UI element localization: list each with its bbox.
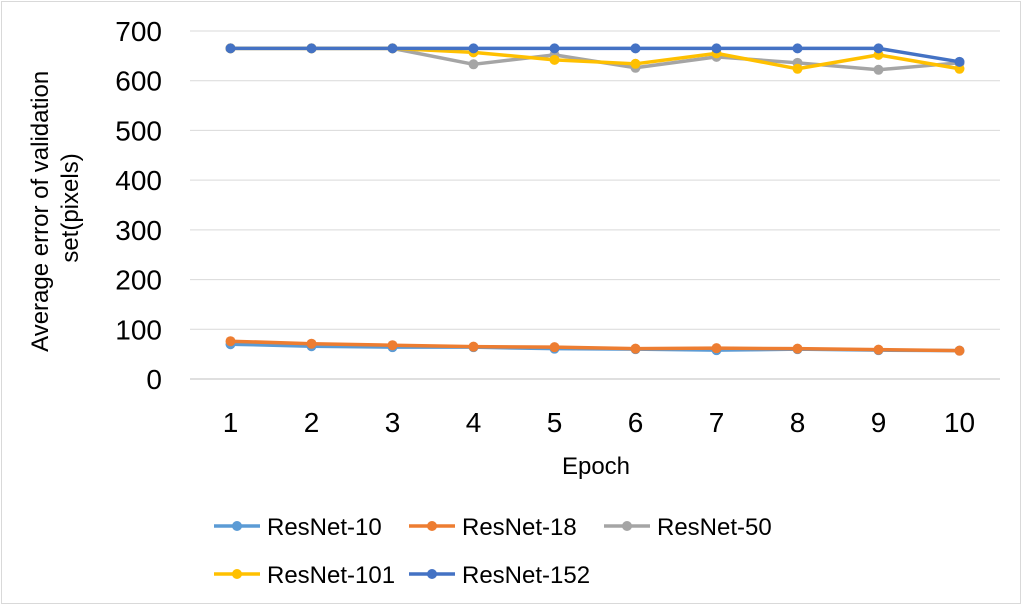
series-line-resnet-152 [230,46,960,64]
y-axis-title-line-1: Average error of validation [27,71,54,352]
series-line-resnet-18 [230,339,960,353]
y-tick-labels: 0 100 200 300 400 500 600 700 [115,16,162,395]
x-tick-label: 1 [223,407,239,438]
data-point [225,43,236,54]
y-tick-label: 700 [115,16,162,47]
data-point [873,344,884,355]
data-point [711,343,722,354]
data-point [306,338,317,349]
data-point [225,336,236,347]
data-point [387,340,398,351]
data-point [792,63,803,74]
x-axis-title: Epoch [562,453,630,480]
legend-item: ResNet-101 [214,562,395,589]
y-axis-title-line-2: set(pixels) [57,153,84,262]
legend-label: ResNet-101 [267,562,395,589]
legend-label: ResNet-18 [462,514,577,541]
x-tick-label: 6 [628,407,644,438]
y-tick-label: 500 [115,115,162,146]
legend-swatch-marker [427,569,437,579]
data-point [873,43,884,54]
data-point [711,43,722,54]
legend-label: ResNet-10 [267,514,382,541]
legend-item: ResNet-10 [214,514,382,541]
data-point [549,43,560,54]
legend-swatch-marker [232,569,242,579]
data-point [468,341,479,352]
data-point [954,56,965,67]
y-tick-label: 0 [146,364,162,395]
data-point [387,43,398,54]
data-point [468,43,479,54]
series-lines [225,43,965,356]
x-tick-label: 2 [304,407,320,438]
x-tick-label: 8 [790,407,806,438]
legend-item: ResNet-50 [604,514,772,541]
data-point [549,54,560,65]
data-point [630,43,641,54]
y-tick-label: 300 [115,215,162,246]
data-point [468,59,479,70]
data-point [792,343,803,354]
x-tick-label: 9 [871,407,887,438]
y-tick-label: 200 [115,265,162,296]
legend-swatch-marker [622,521,632,531]
series-resnet-18 [225,336,965,356]
legend-label: ResNet-152 [462,562,590,589]
data-point [954,345,965,356]
y-tick-label: 100 [115,314,162,345]
data-point [954,63,965,74]
legend-swatch-marker [427,521,437,531]
legend-swatch-marker [232,521,242,531]
series-resnet-152 [225,43,965,67]
y-tick-label: 400 [115,165,162,196]
x-tick-labels: 1 2 3 4 5 6 7 8 9 10 [223,407,975,438]
y-tick-label: 600 [115,66,162,97]
legend: ResNet-10 ResNet-18 ResNet-50 ResNet-101 Res… [214,514,772,589]
x-tick-label: 10 [944,407,975,438]
data-point [306,43,317,54]
data-point [792,43,803,54]
data-point [630,343,641,354]
legend-item: ResNet-152 [409,562,590,589]
x-tick-label: 3 [385,407,401,438]
data-point [549,342,560,353]
x-tick-label: 5 [547,407,563,438]
x-tick-label: 4 [466,407,482,438]
data-point [630,58,641,69]
legend-label: ResNet-50 [657,514,772,541]
x-tick-label: 7 [709,407,725,438]
data-point [873,64,884,75]
legend-item: ResNet-18 [409,514,577,541]
gridlines [190,30,1000,380]
y-axis-title: Average error of validation set(pixels) [27,64,84,352]
